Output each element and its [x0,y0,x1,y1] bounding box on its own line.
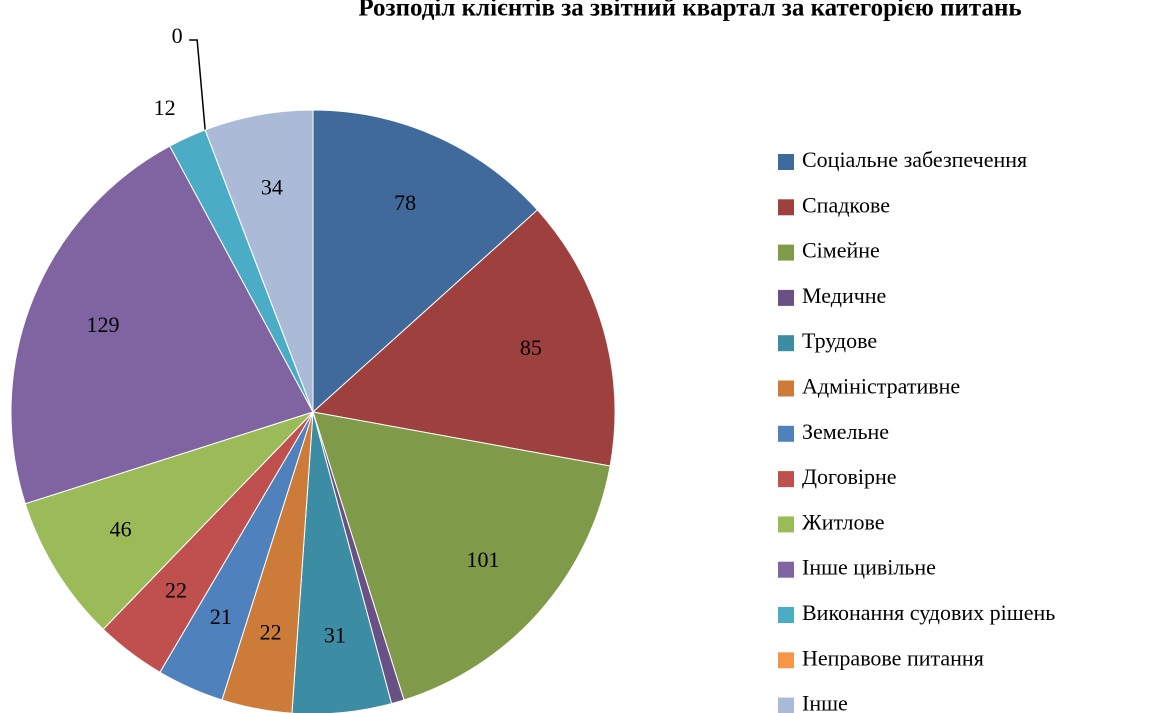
data-label: 101 [466,547,499,572]
data-label: 78 [394,190,416,215]
legend-swatch [778,380,794,397]
legend-label: Договірне [802,464,897,489]
chart-title: Розподіл клієнтів за звітний квартал за … [358,0,1021,22]
legend-swatch [778,607,794,623]
legend-label: Інше [802,691,848,713]
legend-label: Спадкове [802,192,890,217]
data-label: 46 [110,517,132,542]
pie-slice [312,411,611,701]
legend-swatch [778,199,794,216]
legend-swatch [778,425,794,442]
pie-slice [10,145,314,505]
legend-label: Адміністративне [802,374,960,399]
legend-label: Виконання судових рішень [802,600,1055,625]
legend-swatch [778,652,794,669]
legend-label: Неправове питання [802,645,984,670]
legend-swatch [778,244,794,261]
legend-label: Інше цивільне [802,555,936,580]
pie-slice [311,209,616,467]
pie-slice [24,411,314,630]
pie-slice [204,109,314,413]
legend-label: Житлове [802,509,885,534]
legend-swatch [778,516,794,533]
data-label: 22 [165,577,187,602]
legend-swatch [778,335,794,352]
data-label: 85 [520,335,542,360]
pie-slice [312,109,539,414]
legend-swatch [778,697,794,713]
data-label: 12 [154,95,176,120]
legend-label: Трудове [802,328,877,353]
data-label: 0 [172,23,183,48]
legend-label: Сімейне [802,238,880,263]
legend-label: Земельне [802,419,889,444]
legend-swatch [778,561,794,578]
data-label: 21 [210,604,232,629]
data-label: 129 [86,312,119,337]
data-label: 31 [324,622,346,647]
data-label: 22 [260,620,282,645]
legend-label: Медичне [802,283,886,308]
legend-swatch [778,471,794,488]
data-label: 34 [261,174,283,199]
legend-swatch [778,289,794,306]
leader-line [189,39,206,130]
legend-label: Соціальне забезпечення [802,147,1027,172]
legend-swatch [778,154,794,170]
